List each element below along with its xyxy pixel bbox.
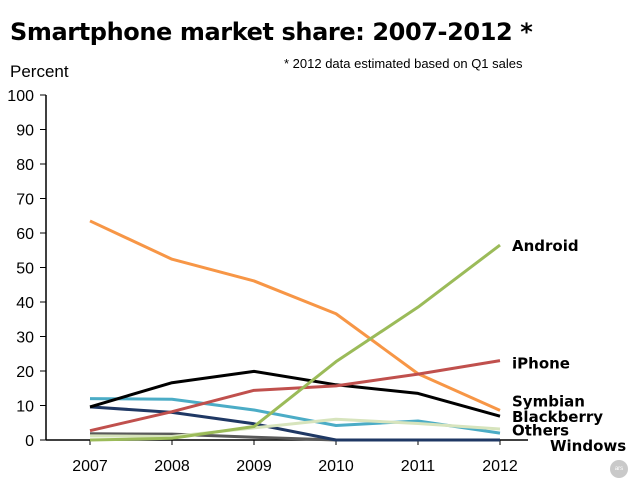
y-tick-label: 30 [16,330,34,347]
series-label-symbian: Symbian [512,392,585,410]
y-tick-label: 80 [16,157,34,174]
series-line-unlabeled [89,405,500,442]
chart-title: Smartphone market share: 2007-2012 * [10,18,533,46]
y-tick-label: 40 [16,295,34,312]
x-tick-label: 2008 [154,458,190,475]
series-line-others [89,417,501,439]
series-labels: Android iPhone SymbianBlackberryOthersWind… [512,237,626,455]
x-tick-label: 2012 [482,458,518,475]
y-axis-label: Percent [10,62,69,81]
y-tick-label: 50 [16,261,34,278]
series-label-iphone: iPhone [512,354,570,372]
series-label-android: Android [512,237,579,255]
y-tick-label: 0 [25,433,34,450]
y-tick-label: 10 [16,399,34,416]
series-line-android [89,243,501,442]
series-line-blackberry [89,369,501,418]
series-label-others: Others [512,422,569,440]
series-line-symbian [89,219,501,412]
series-label-blackberry: Blackberry [512,408,603,426]
axes: 0 10 20 30 40 50 60 70 80 90 100 2007 2008 2009 2010 20… [7,88,528,475]
y-tick-label: 70 [16,192,34,209]
series-label-windows: Windows [550,437,626,455]
y-tick-label: 90 [16,123,34,140]
y-tick-label: 100 [7,88,34,105]
x-tick-label: 2011 [401,458,436,475]
footnote: * 2012 data estimated based on Q1 sales [284,56,523,71]
x-tick-label: 2010 [318,458,354,475]
y-tick-label: 20 [16,364,34,381]
ars-logo-icon: ars [610,460,628,478]
y-tick-label: 60 [16,226,34,243]
x-tick-label: 2007 [72,458,108,475]
series-line-iphone [89,359,501,433]
x-tick-label: 2009 [236,458,272,475]
series-lines [89,219,501,442]
